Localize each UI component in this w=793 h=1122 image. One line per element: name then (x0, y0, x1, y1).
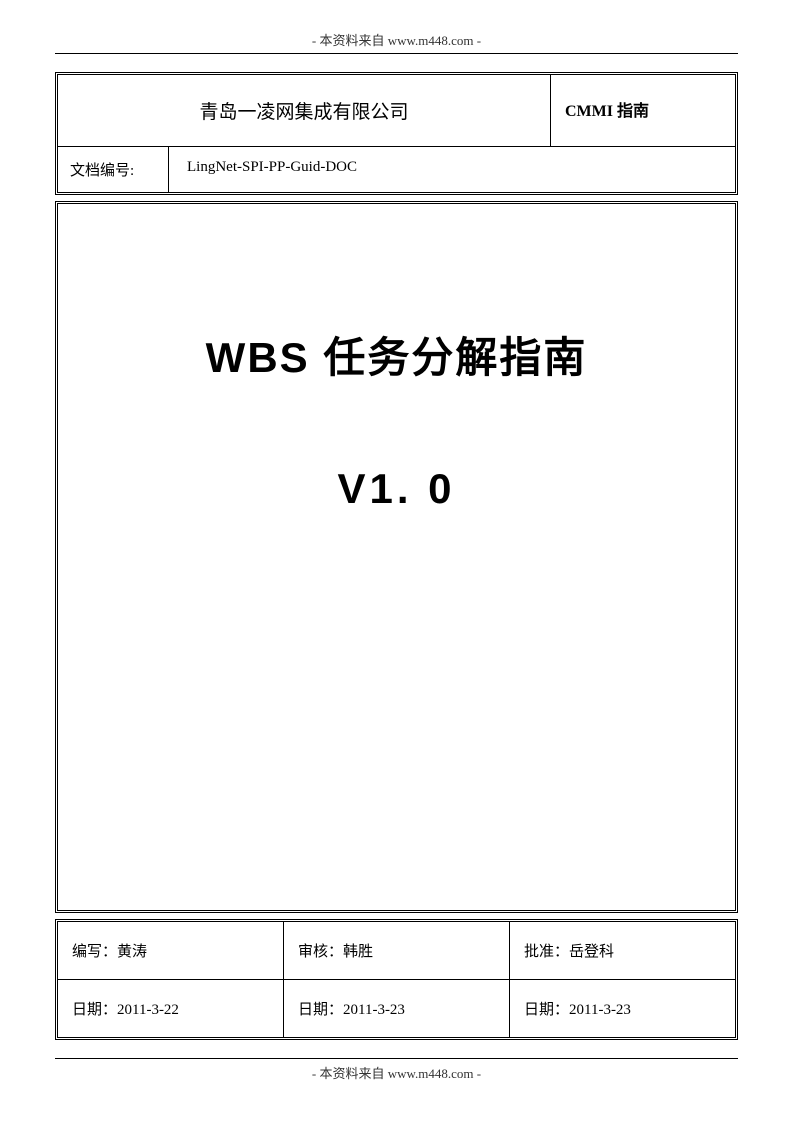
approver-date-cell: 日期：2011-3-23 (509, 980, 735, 1037)
reviewer-cell: 审核：韩胜 (283, 922, 509, 979)
doc-header-table: 青岛一凌网集成有限公司 CMMI 指南 文档编号: LingNet-SPI-PP… (55, 72, 738, 195)
document-version: V1. 0 (337, 465, 455, 513)
approver-cell: 批准：岳登科 (509, 922, 735, 979)
signoff-table: 编写：黄涛 审核：韩胜 批准：岳登科 日期：2011-3-22 日期：2011-… (55, 919, 738, 1040)
title-block: WBS 任务分解指南 V1. 0 (55, 201, 738, 913)
page-header-watermark: - 本资料来自 www.m448.com - (55, 30, 738, 53)
author-cell: 编写：黄涛 (58, 922, 283, 979)
page-footer-watermark: - 本资料来自 www.m448.com - (55, 1059, 738, 1082)
document-title: WBS 任务分解指南 (206, 324, 588, 385)
docid-value-cell: LingNet-SPI-PP-Guid-DOC (168, 147, 735, 192)
header-rule (55, 53, 738, 54)
main-area: 青岛一凌网集成有限公司 CMMI 指南 文档编号: LingNet-SPI-PP… (55, 72, 738, 1040)
reviewer-date-cell: 日期：2011-3-23 (283, 980, 509, 1037)
company-name-cell: 青岛一凌网集成有限公司 (58, 75, 550, 146)
signoff-row-people: 编写：黄涛 审核：韩胜 批准：岳登科 (58, 922, 735, 979)
doc-header-row1: 青岛一凌网集成有限公司 CMMI 指南 (58, 75, 735, 147)
page-container: - 本资料来自 www.m448.com - 青岛一凌网集成有限公司 CMMI … (0, 0, 793, 1122)
doc-type-cell: CMMI 指南 (550, 75, 735, 146)
author-date-cell: 日期：2011-3-22 (58, 980, 283, 1037)
signoff-row-dates: 日期：2011-3-22 日期：2011-3-23 日期：2011-3-23 (58, 979, 735, 1037)
doc-header-row2: 文档编号: LingNet-SPI-PP-Guid-DOC (58, 147, 735, 192)
docid-label-cell: 文档编号: (58, 147, 168, 192)
